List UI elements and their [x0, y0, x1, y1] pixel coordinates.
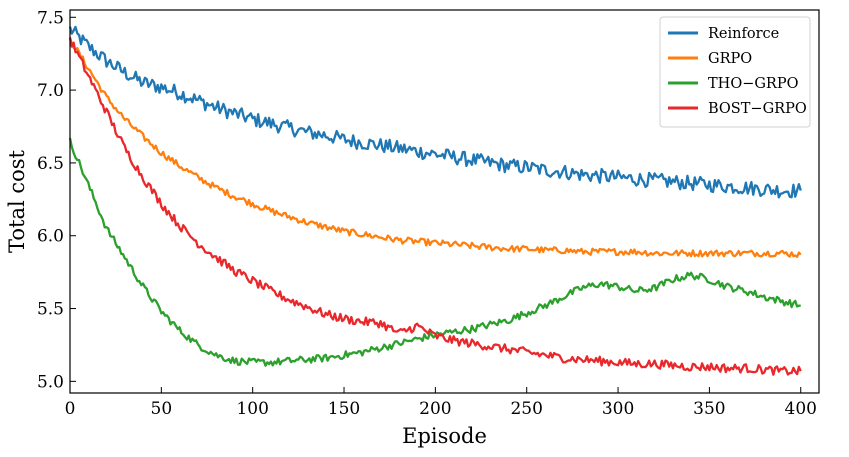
x-tick-label: 350 [693, 399, 725, 419]
legend-label-0: Reinforce [708, 26, 779, 42]
y-tick-label: 6.5 [37, 154, 64, 174]
y-tick-label: 6.0 [37, 227, 64, 247]
y-tick-label: 5.0 [37, 372, 64, 392]
series-line-2 [68, 137, 801, 367]
x-axis-title: Episode [402, 424, 487, 448]
plot-frame [69, 9, 820, 394]
x-tick-label: 100 [236, 399, 268, 419]
ticks-layer: 0 50 100 150 200 250 300 350 400 5.0 5.5 6.0 6.5 7.0 7… [37, 8, 817, 419]
x-tick-label: 50 [151, 399, 173, 419]
x-tick-label: 300 [602, 399, 634, 419]
y-axis-title: Total cost [5, 149, 29, 253]
series-layer [68, 25, 802, 376]
y-tick-label: 7.0 [37, 81, 64, 101]
x-tick-label: 400 [785, 399, 817, 419]
legend: Reinforce GRPO THO−GRPO BOST−GRPO [659, 16, 811, 128]
series-line-3 [68, 37, 802, 376]
x-tick-label: 200 [419, 399, 451, 419]
legend-label-2: THO−GRPO [708, 76, 799, 92]
series-line-0 [68, 25, 802, 199]
x-tick-label: 250 [510, 399, 542, 419]
legend-box [659, 16, 811, 128]
legend-label-1: GRPO [708, 51, 752, 67]
x-tick-label: 150 [328, 399, 360, 419]
y-tick-label: 7.5 [37, 8, 64, 28]
x-tick-label: 0 [65, 399, 76, 419]
y-tick-label: 5.5 [37, 300, 64, 320]
legend-label-3: BOST−GRPO [708, 101, 807, 117]
series-line-1 [68, 36, 802, 259]
